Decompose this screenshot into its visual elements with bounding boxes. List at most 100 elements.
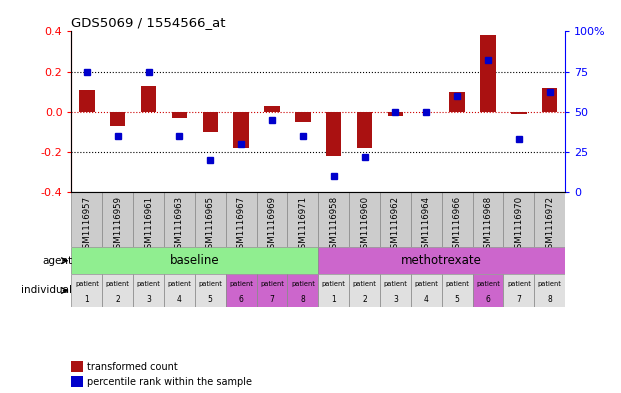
Bar bbox=[349, 274, 380, 307]
Bar bbox=[195, 192, 225, 247]
Text: patient: patient bbox=[168, 281, 191, 287]
Bar bbox=[319, 274, 349, 307]
Text: GSM1116965: GSM1116965 bbox=[206, 196, 215, 254]
Bar bbox=[202, 112, 218, 132]
Text: 7: 7 bbox=[270, 295, 274, 304]
Bar bbox=[442, 192, 473, 247]
Bar bbox=[288, 274, 318, 307]
Bar bbox=[388, 112, 403, 116]
Text: individual: individual bbox=[21, 285, 72, 296]
Bar bbox=[349, 192, 380, 247]
Text: 3: 3 bbox=[393, 295, 398, 304]
Bar bbox=[450, 92, 465, 112]
Text: 2: 2 bbox=[362, 295, 367, 304]
Text: GSM1116963: GSM1116963 bbox=[175, 196, 184, 254]
Text: percentile rank within the sample: percentile rank within the sample bbox=[87, 376, 252, 387]
Bar bbox=[511, 112, 527, 114]
Bar bbox=[534, 274, 565, 307]
Bar bbox=[171, 112, 187, 118]
Text: GSM1116966: GSM1116966 bbox=[453, 196, 461, 254]
Bar bbox=[164, 192, 195, 247]
Text: patient: patient bbox=[414, 281, 438, 287]
Bar bbox=[164, 274, 195, 307]
Bar bbox=[71, 361, 83, 372]
Text: patient: patient bbox=[75, 281, 99, 287]
Text: patient: patient bbox=[106, 281, 130, 287]
Text: GSM1116961: GSM1116961 bbox=[144, 196, 153, 254]
Bar bbox=[102, 274, 133, 307]
Text: GSM1116970: GSM1116970 bbox=[514, 196, 524, 254]
Bar bbox=[534, 192, 565, 247]
Bar bbox=[288, 192, 318, 247]
Bar bbox=[442, 274, 473, 307]
Bar bbox=[225, 274, 256, 307]
Text: 4: 4 bbox=[177, 295, 182, 304]
Text: agent: agent bbox=[42, 256, 72, 266]
Bar bbox=[133, 274, 164, 307]
Text: GSM1116968: GSM1116968 bbox=[484, 196, 492, 254]
Bar bbox=[473, 192, 504, 247]
Text: 7: 7 bbox=[517, 295, 521, 304]
Bar bbox=[411, 274, 442, 307]
Text: transformed count: transformed count bbox=[87, 362, 178, 372]
Text: 6: 6 bbox=[486, 295, 491, 304]
Text: GSM1116959: GSM1116959 bbox=[113, 196, 122, 254]
Bar bbox=[233, 112, 249, 148]
Bar bbox=[504, 192, 534, 247]
Text: 1: 1 bbox=[332, 295, 336, 304]
Bar bbox=[480, 35, 496, 112]
Text: 5: 5 bbox=[455, 295, 460, 304]
Text: GSM1116964: GSM1116964 bbox=[422, 196, 431, 254]
Bar bbox=[102, 192, 133, 247]
Bar bbox=[504, 274, 534, 307]
Bar bbox=[473, 274, 504, 307]
Text: patient: patient bbox=[229, 281, 253, 287]
Text: baseline: baseline bbox=[170, 254, 220, 267]
Bar bbox=[542, 88, 558, 112]
Bar bbox=[71, 247, 318, 274]
Text: GSM1116971: GSM1116971 bbox=[298, 196, 307, 254]
Bar bbox=[79, 90, 94, 112]
Text: 6: 6 bbox=[238, 295, 243, 304]
Text: 5: 5 bbox=[208, 295, 213, 304]
Text: GSM1116962: GSM1116962 bbox=[391, 196, 400, 254]
Text: patient: patient bbox=[137, 281, 160, 287]
Bar bbox=[265, 106, 279, 112]
Bar bbox=[295, 112, 310, 122]
Bar bbox=[380, 274, 411, 307]
Bar bbox=[319, 247, 565, 274]
Bar bbox=[357, 112, 372, 148]
Text: patient: patient bbox=[507, 281, 531, 287]
Text: GSM1116972: GSM1116972 bbox=[545, 196, 554, 254]
Text: patient: patient bbox=[353, 281, 376, 287]
Bar bbox=[133, 192, 164, 247]
Text: 8: 8 bbox=[547, 295, 552, 304]
Bar bbox=[225, 192, 256, 247]
Bar bbox=[411, 192, 442, 247]
Text: 4: 4 bbox=[424, 295, 428, 304]
Text: patient: patient bbox=[445, 281, 469, 287]
Text: GSM1116969: GSM1116969 bbox=[268, 196, 276, 254]
Bar bbox=[256, 274, 288, 307]
Text: GSM1116967: GSM1116967 bbox=[237, 196, 246, 254]
Bar bbox=[141, 86, 156, 112]
Bar bbox=[195, 274, 225, 307]
Text: patient: patient bbox=[383, 281, 407, 287]
Text: patient: patient bbox=[538, 281, 561, 287]
Text: methotrexate: methotrexate bbox=[401, 254, 482, 267]
Bar bbox=[71, 274, 102, 307]
Text: 3: 3 bbox=[146, 295, 151, 304]
Text: 8: 8 bbox=[301, 295, 305, 304]
Text: 1: 1 bbox=[84, 295, 89, 304]
Bar bbox=[71, 376, 83, 387]
Text: patient: patient bbox=[291, 281, 315, 287]
Text: GSM1116960: GSM1116960 bbox=[360, 196, 369, 254]
Bar bbox=[256, 192, 288, 247]
Bar bbox=[71, 192, 102, 247]
Bar bbox=[326, 112, 342, 156]
Bar bbox=[110, 112, 125, 126]
Text: patient: patient bbox=[322, 281, 346, 287]
Text: patient: patient bbox=[198, 281, 222, 287]
Text: GDS5069 / 1554566_at: GDS5069 / 1554566_at bbox=[71, 16, 226, 29]
Bar bbox=[319, 192, 349, 247]
